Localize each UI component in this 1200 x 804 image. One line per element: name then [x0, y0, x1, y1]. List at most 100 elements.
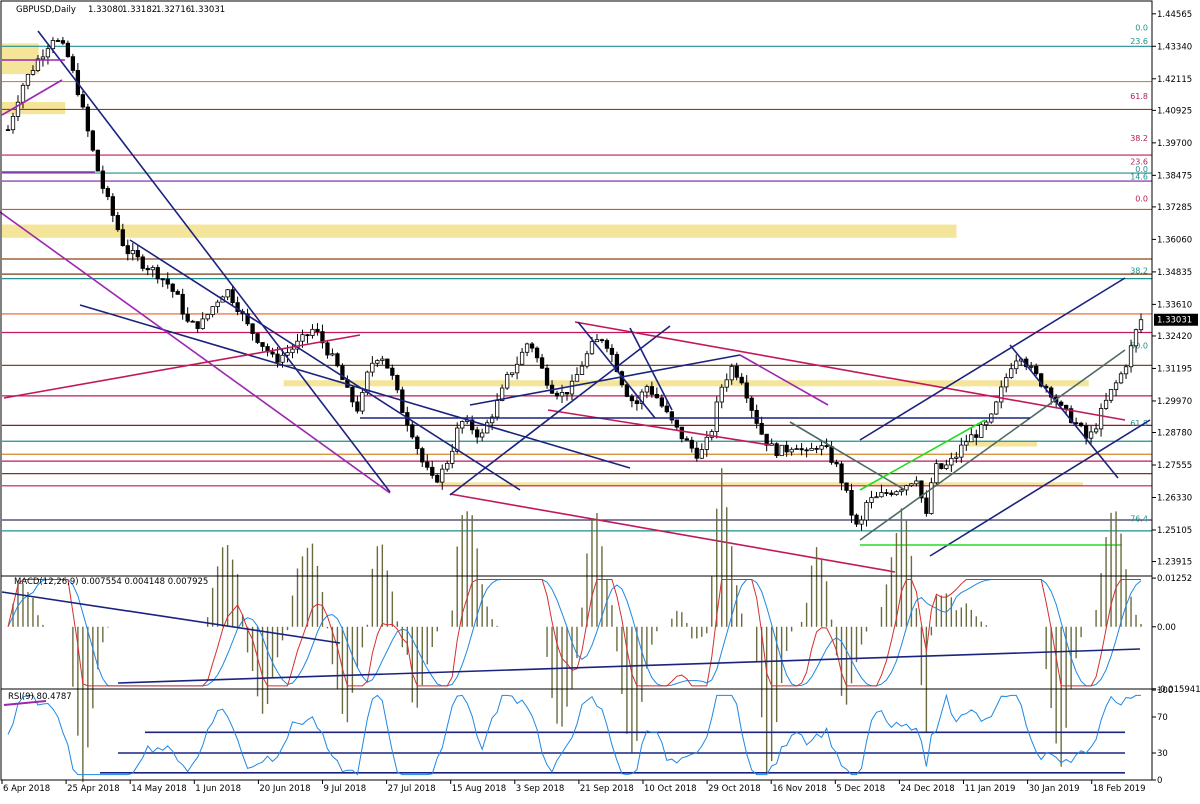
price-tick-label: 1.26330	[1157, 493, 1192, 503]
candle	[490, 416, 495, 424]
trend-line-17	[1009, 344, 1119, 479]
price-tick-label: 1.42115	[1157, 75, 1192, 85]
candle	[380, 358, 385, 361]
macd-trend-line-0	[1, 591, 341, 644]
macd-tick-label: 0.01252	[1157, 574, 1192, 584]
candle	[230, 289, 235, 304]
candle	[320, 331, 325, 344]
candle	[310, 328, 315, 336]
candle	[729, 365, 734, 381]
candle	[974, 434, 979, 438]
candle	[524, 343, 530, 353]
candle	[410, 424, 415, 438]
candle	[629, 396, 635, 402]
candle	[1123, 366, 1129, 375]
fib-label-4: 23.6	[1130, 157, 1148, 166]
candle	[939, 463, 944, 469]
trend-line-3	[0, 211, 391, 494]
fib-label-6: 14.6	[1130, 173, 1148, 182]
candle	[445, 462, 450, 470]
candle	[485, 422, 490, 434]
candle	[1029, 365, 1034, 368]
fib-label-8: 38.2	[1130, 266, 1148, 275]
candle	[999, 386, 1004, 403]
candle	[634, 400, 640, 404]
candle	[245, 313, 250, 325]
trend-line-10	[449, 325, 671, 496]
candle	[859, 519, 864, 525]
macd-main-line	[7, 579, 1141, 687]
candle	[475, 429, 480, 438]
trend-line-14	[789, 421, 906, 491]
candle	[440, 468, 445, 483]
candle	[360, 392, 365, 412]
candle	[325, 342, 330, 356]
price-tick-label: 1.44565	[1157, 10, 1192, 20]
price-tick-label: 1.38475	[1157, 171, 1192, 181]
candle	[574, 374, 580, 382]
last-price-tag	[1154, 313, 1198, 326]
candle	[569, 380, 575, 395]
time-tick-label: 3 Sep 2018	[516, 784, 564, 794]
candle	[460, 421, 465, 429]
candle	[280, 354, 285, 363]
candle	[509, 372, 515, 375]
candle	[944, 464, 949, 469]
candle	[769, 443, 774, 446]
candle	[914, 480, 919, 485]
candle	[604, 340, 610, 349]
candle	[589, 341, 595, 355]
price-tick-label: 1.34835	[1157, 268, 1192, 278]
candle	[654, 393, 660, 399]
candle	[864, 502, 869, 521]
candle	[844, 482, 849, 491]
candle	[494, 400, 500, 418]
trend-line-9	[739, 354, 829, 406]
candle	[1034, 365, 1039, 375]
candle	[534, 347, 540, 359]
candle	[874, 496, 879, 499]
candle	[959, 444, 964, 458]
candle	[415, 436, 420, 450]
candle	[480, 432, 485, 438]
candle	[335, 353, 340, 367]
candle	[909, 483, 914, 487]
candle	[814, 448, 819, 450]
price-tick-label: 1.32420	[1157, 332, 1192, 342]
time-tick-label: 18 Feb 2019	[1093, 784, 1146, 794]
trend-line-5	[3, 334, 361, 399]
candle	[290, 348, 295, 354]
candle	[1093, 428, 1099, 433]
candle	[1078, 422, 1084, 427]
candle	[40, 56, 46, 60]
candle	[514, 363, 520, 374]
candle	[804, 449, 809, 452]
candle	[255, 333, 260, 343]
candle	[1009, 368, 1014, 378]
candle	[744, 382, 749, 399]
candle	[165, 278, 170, 285]
candle	[684, 438, 689, 441]
fib-label-5: 0.0	[1135, 165, 1148, 174]
candle	[105, 188, 110, 198]
fib-label-0: 0.0	[1135, 24, 1148, 33]
candle	[140, 256, 145, 269]
candle	[430, 466, 435, 476]
candle	[809, 448, 814, 451]
candle	[470, 419, 475, 431]
candle	[300, 334, 305, 342]
price-tick-label: 1.39700	[1157, 139, 1192, 149]
candle	[529, 343, 535, 349]
candle	[1073, 422, 1079, 425]
candle	[1133, 329, 1139, 347]
time-tick-label: 11 Jan 2019	[965, 784, 1016, 794]
candle	[839, 463, 844, 484]
candle	[829, 446, 834, 463]
candle	[599, 339, 605, 342]
candle	[994, 401, 999, 415]
candle	[15, 101, 21, 117]
candle	[115, 215, 120, 231]
price-tick-label: 1.37285	[1157, 203, 1192, 213]
time-tick-label: 15 Aug 2018	[452, 784, 506, 794]
zone-2	[2, 224, 957, 238]
